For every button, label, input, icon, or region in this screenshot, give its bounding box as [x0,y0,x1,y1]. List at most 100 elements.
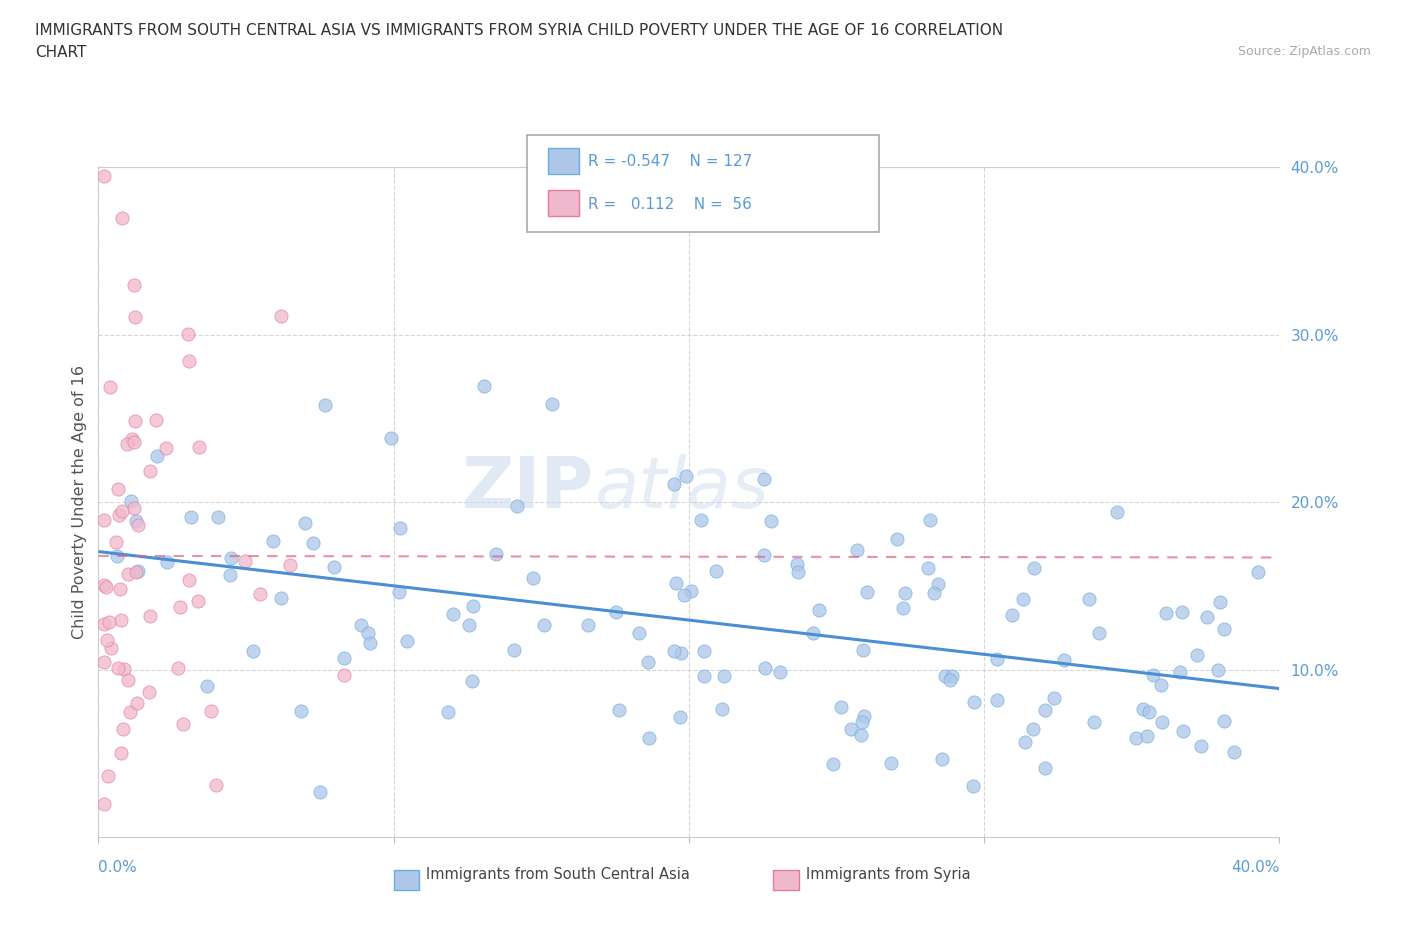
Point [108,581,131,596]
Point [522,570,544,585]
Point [187,593,209,608]
Point [713,669,735,684]
Point [759,514,782,529]
Point [627,626,650,641]
Point [108,507,131,522]
Point [207,509,229,524]
Point [754,660,776,675]
Point [917,560,939,575]
Point [350,618,373,632]
Point [105,549,128,564]
Point [920,512,942,527]
Point [849,728,872,743]
Point [122,277,145,292]
Point [1001,607,1024,622]
Point [1125,730,1147,745]
Point [219,567,242,582]
Point [120,704,142,719]
Text: 40.0%: 40.0% [1232,860,1279,875]
Point [922,586,945,601]
Point [1206,662,1229,677]
Point [262,534,284,549]
Point [931,751,953,766]
Point [145,413,167,428]
Point [939,673,962,688]
Point [637,655,659,670]
Point [986,652,1008,667]
Point [679,584,702,599]
Point [1168,664,1191,679]
Point [94,579,117,594]
Text: Immigrants from Syria: Immigrants from Syria [806,867,970,882]
Point [845,542,868,557]
Point [576,618,599,632]
Point [380,431,402,445]
Point [754,548,776,563]
Point [111,210,134,225]
Point [127,518,149,533]
Point [120,493,142,508]
Point [1195,610,1218,625]
Text: R = -0.547    N = 127: R = -0.547 N = 127 [588,154,752,169]
Point [856,585,879,600]
Point [673,587,696,602]
Point [485,547,508,562]
Point [1137,705,1160,720]
Point [121,432,143,446]
Point [752,472,775,486]
Point [107,482,129,497]
Point [200,703,222,718]
Point [125,513,148,528]
Point [808,603,831,618]
Point [100,380,122,395]
Point [1132,702,1154,717]
Point [179,573,201,588]
Point [322,559,344,574]
Point [1185,647,1208,662]
Point [441,606,464,621]
Point [117,566,139,581]
Point [786,565,808,579]
Point [1212,621,1234,636]
Point [533,618,555,632]
Point [665,575,688,590]
Point [1247,565,1270,579]
Point [851,715,873,730]
Point [1156,605,1178,620]
Point [138,464,160,479]
Point [894,585,917,600]
Point [1033,702,1056,717]
Point [605,604,627,619]
Point [93,578,115,592]
Text: R =   0.112    N =  56: R = 0.112 N = 56 [588,197,752,212]
Point [169,599,191,614]
Point [1022,561,1045,576]
Point [302,536,325,551]
Point [540,396,562,411]
Point [270,309,292,324]
Point [177,353,200,368]
Point [117,672,139,687]
Point [662,644,685,658]
Text: IMMIGRANTS FROM SOUTH CENTRAL ASIA VS IMMIGRANTS FROM SYRIA CHILD POVERTY UNDER : IMMIGRANTS FROM SOUTH CENTRAL ASIA VS IM… [35,23,1004,38]
Point [1150,678,1173,693]
Point [962,778,984,793]
Point [93,655,115,670]
Point [278,557,301,572]
Point [122,500,145,515]
Text: ZIP: ZIP [463,455,595,524]
Point [139,609,162,624]
Point [675,469,697,484]
Point [1014,734,1036,749]
Point [93,512,115,527]
Point [98,615,121,630]
Text: atlas: atlas [595,455,769,524]
Point [359,636,381,651]
Text: Source: ZipAtlas.com: Source: ZipAtlas.com [1237,45,1371,58]
Point [96,633,118,648]
Point [242,644,264,658]
Point [1083,714,1105,729]
Point [769,664,792,679]
Point [821,757,844,772]
Point [294,515,316,530]
